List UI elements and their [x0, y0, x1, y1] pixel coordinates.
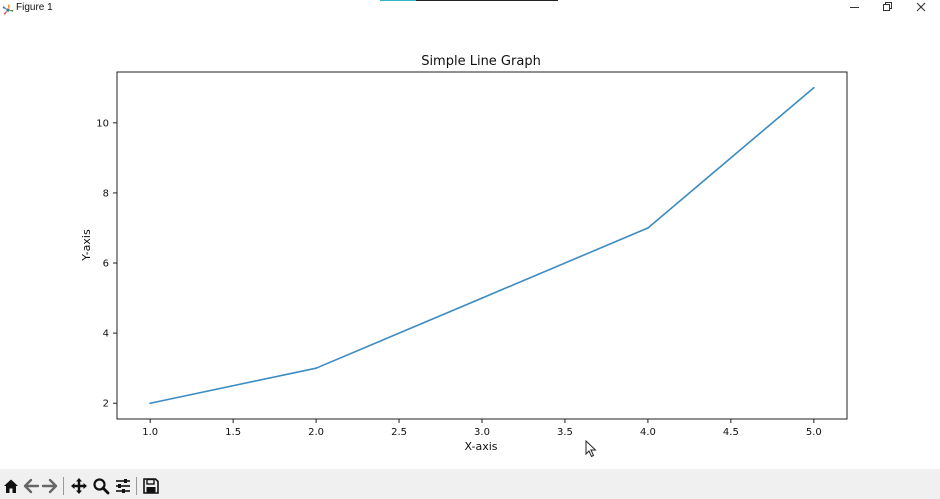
back-arrow-icon	[23, 478, 40, 494]
data-point-0-0	[149, 402, 152, 405]
window-title: Figure 1	[16, 2, 53, 13]
y-tick-label-4: 10	[96, 118, 109, 129]
close-icon	[916, 2, 926, 12]
x-tick-label-7: 4.5	[723, 427, 739, 438]
x-tick-label-0: 1.0	[142, 427, 158, 438]
x-axis-label: X-axis	[465, 440, 498, 453]
close-button[interactable]	[906, 0, 936, 15]
configure-subplots-button[interactable]	[114, 477, 132, 495]
home-button[interactable]	[2, 477, 20, 495]
taskbar-strip	[416, 0, 558, 1]
y-tick-label-3: 8	[103, 188, 109, 199]
minimize-icon	[850, 7, 859, 8]
save-icon	[143, 478, 159, 494]
plot-frame	[116, 71, 848, 420]
y-tick-label-1: 4	[103, 329, 109, 340]
line-chart: Simple Line Graph 1.0 1.5 2.0 2.5 3.0 3.5 4.0 4…	[80, 54, 848, 453]
restore-button[interactable]	[872, 0, 902, 15]
configure-subplots-icon	[116, 479, 130, 493]
forward-button[interactable]	[41, 477, 59, 495]
zoom-icon	[93, 478, 110, 495]
navigation-toolbar	[0, 469, 940, 499]
y-tick-label-0: 2	[103, 399, 109, 410]
x-tick-label-6: 4.0	[640, 427, 656, 438]
toolbar-separator	[136, 477, 137, 495]
minimize-button[interactable]	[840, 0, 870, 15]
data-point-0-2	[481, 297, 483, 299]
y-axis-label: Y-axis	[80, 229, 93, 262]
matplotlib-logo-icon	[2, 1, 14, 15]
save-button[interactable]	[142, 477, 160, 495]
pan-icon	[71, 478, 87, 494]
mouse-cursor-icon	[585, 440, 597, 458]
toolbar-separator	[63, 477, 64, 495]
taskbar-highlight	[380, 0, 416, 1]
window-titlebar: Figure 1	[0, 0, 940, 17]
x-tick-label-5: 3.5	[557, 427, 573, 438]
forward-arrow-icon	[41, 478, 58, 494]
home-icon	[4, 479, 18, 493]
data-point-0-4	[812, 86, 815, 89]
x-tick-label-8: 5.0	[806, 427, 822, 438]
chart-title: Simple Line Graph	[421, 54, 541, 69]
x-tick-label-3: 2.5	[391, 427, 407, 438]
x-tick-label-1: 1.5	[225, 427, 241, 438]
zoom-button[interactable]	[92, 477, 110, 495]
data-point-0-1	[315, 367, 317, 370]
series-line-0	[150, 87, 815, 405]
pan-button[interactable]	[70, 477, 88, 495]
x-tick-label-4: 3.0	[474, 427, 490, 438]
back-button[interactable]	[22, 477, 40, 495]
y-tick-label-2: 6	[103, 259, 109, 270]
restore-icon	[883, 2, 892, 11]
x-tick-label-2: 2.0	[308, 427, 324, 438]
figure-canvas[interactable]: Simple Line Graph 1.0 1.5 2.0 2.5 3.0 3.5 4.0 4…	[0, 17, 940, 469]
data-point-0-3	[647, 227, 649, 229]
